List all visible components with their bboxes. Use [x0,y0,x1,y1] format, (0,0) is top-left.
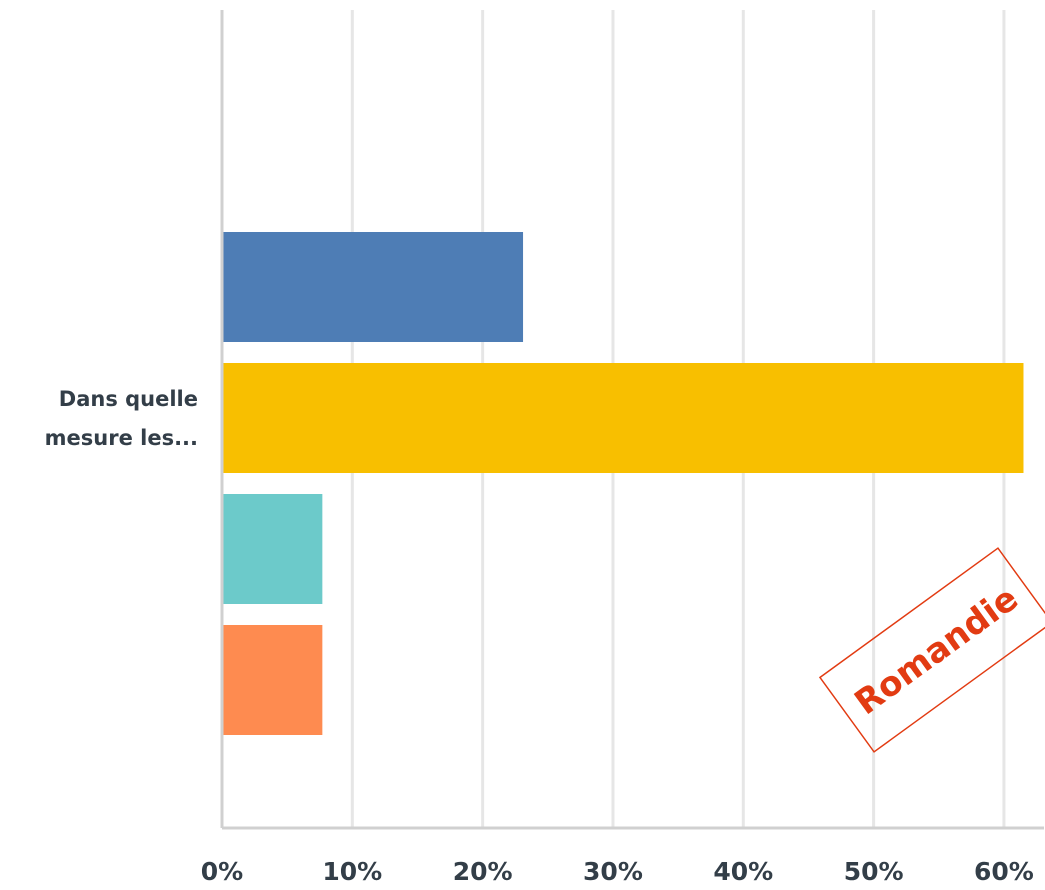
x-tick-label-40: 40% [713,857,773,885]
x-tick-label-20: 20% [453,857,513,885]
romandie-stamp: Romandie [818,547,1045,753]
x-tick-labels: 0% 10% 20% 30% 40% 50% 60% [201,857,1034,886]
axes [220,10,1044,830]
bar-series-1 [222,232,524,342]
x-tick-label-0: 0% [201,857,243,885]
stamp-border [818,547,1045,753]
x-tick-label-60: 60% [974,857,1034,885]
category-label-line-1: Dans quelle [59,387,198,411]
bar-series-3 [222,494,323,604]
bar-series-2 [222,363,1024,473]
bar-series-4 [222,625,323,735]
x-tick-label-30: 30% [583,857,643,885]
x-tick-label-50: 50% [844,857,904,885]
category-label-line-2: mesure les... [45,426,198,450]
category-labels: Dans quelle mesure les... [45,387,198,450]
x-tick-label-10: 10% [322,857,382,885]
bars [222,232,1024,735]
